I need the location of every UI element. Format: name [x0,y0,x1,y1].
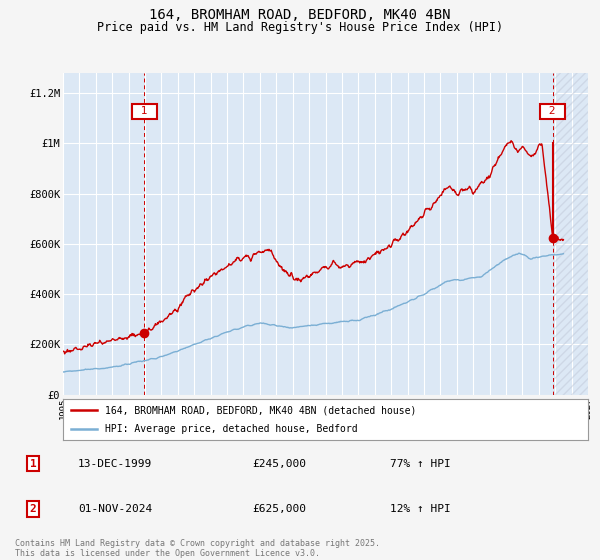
Text: 12% ↑ HPI: 12% ↑ HPI [390,504,451,514]
Text: 1: 1 [29,459,37,469]
Bar [553,73,588,395]
Text: £625,000: £625,000 [252,504,306,514]
Text: £245,000: £245,000 [252,459,306,469]
Text: 13-DEC-1999: 13-DEC-1999 [78,459,152,469]
Text: 01-NOV-2024: 01-NOV-2024 [78,504,152,514]
Text: 2: 2 [29,504,37,514]
Text: HPI: Average price, detached house, Bedford: HPI: Average price, detached house, Bedf… [105,424,358,433]
Text: 1: 1 [134,106,154,116]
Text: Price paid vs. HM Land Registry's House Price Index (HPI): Price paid vs. HM Land Registry's House … [97,21,503,34]
Text: 164, BROMHAM ROAD, BEDFORD, MK40 4BN (detached house): 164, BROMHAM ROAD, BEDFORD, MK40 4BN (de… [105,405,416,415]
Text: 77% ↑ HPI: 77% ↑ HPI [390,459,451,469]
Text: 164, BROMHAM ROAD, BEDFORD, MK40 4BN: 164, BROMHAM ROAD, BEDFORD, MK40 4BN [149,8,451,22]
Text: Contains HM Land Registry data © Crown copyright and database right 2025.
This d: Contains HM Land Registry data © Crown c… [15,539,380,558]
Text: 2: 2 [542,106,563,116]
